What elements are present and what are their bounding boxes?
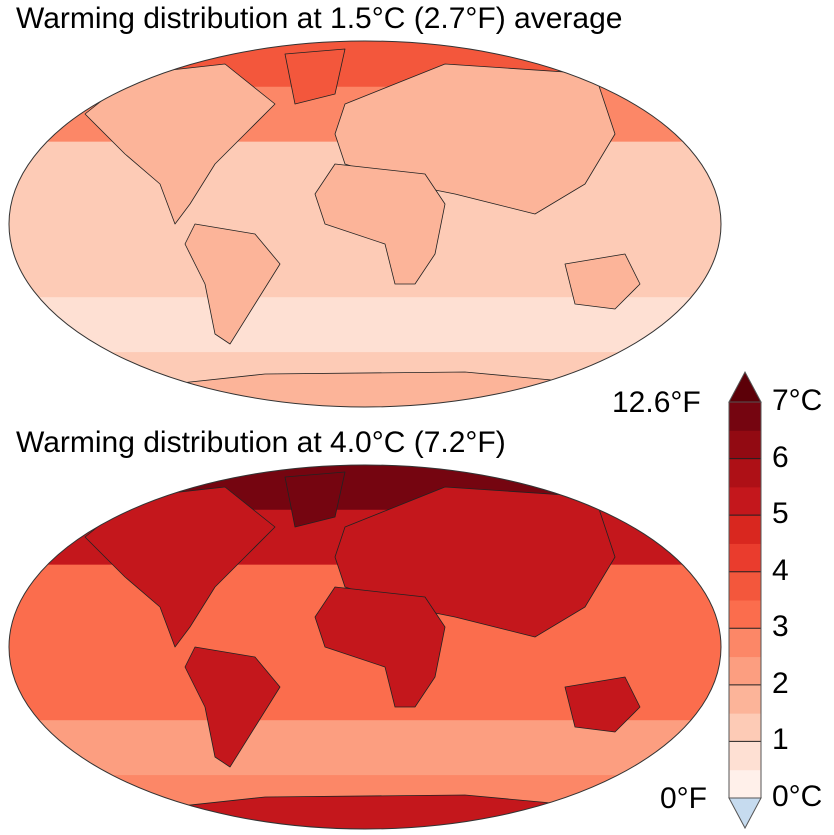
continent-africa <box>314 586 446 708</box>
colorbar-tick-label: 5 <box>772 497 789 531</box>
colorbar-tick-label: 2 <box>772 666 789 700</box>
colorbar-bin <box>729 486 761 516</box>
colorbar-bin <box>729 628 761 658</box>
map-title-4-0c: Warming distribution at 4.0°C (7.2°F) <box>16 426 506 459</box>
continent-north-america <box>84 63 276 225</box>
colorbar-tick-label: 7°C <box>772 384 823 417</box>
colorbar-tick-label: 0°C <box>772 780 823 813</box>
colorbar-bin <box>729 713 761 742</box>
colorbar-bin <box>729 656 761 686</box>
colorbar-bin <box>729 543 761 573</box>
colorbar-tick-label: 1 <box>772 723 789 757</box>
colorbar-bin <box>729 684 761 714</box>
colorbar-bin <box>729 430 761 460</box>
latitude-band <box>9 41 721 88</box>
continent-greenland <box>284 48 346 105</box>
continent-australia <box>564 676 641 733</box>
continent-africa <box>314 163 446 285</box>
colorbar-over-arrow <box>728 370 762 403</box>
colorbar-bin <box>729 458 761 488</box>
colorbar-bin <box>729 571 761 601</box>
colorbar-under-arrow <box>728 797 762 830</box>
continent-greenland <box>284 471 346 528</box>
colorbar-bin <box>729 769 761 799</box>
colorbar-bin <box>729 515 761 544</box>
continent-south-america <box>184 646 281 768</box>
colorbar-tick-label: 4 <box>772 553 789 587</box>
continent-north-america <box>84 486 276 648</box>
map-4-0c <box>9 465 721 829</box>
colorbar-bin <box>729 600 761 629</box>
map-title-1-5c: Warming distribution at 1.5°C (2.7°F) av… <box>16 2 623 35</box>
colorbar-tick-label: 3 <box>772 610 789 644</box>
colorbar-bin <box>729 741 761 771</box>
colorbar-max-f: 12.6°F <box>612 386 701 419</box>
map-1-outline <box>8 40 722 408</box>
continent-south-america <box>184 223 281 345</box>
map-2-outline <box>8 464 722 830</box>
latitude-band <box>9 465 721 511</box>
colorbar-min-f: 0°F <box>660 782 708 815</box>
colorbar-bin <box>729 402 761 431</box>
continent-australia <box>564 253 641 310</box>
colorbar <box>728 370 762 830</box>
map-1-5c <box>9 41 721 407</box>
colorbar-tick-label: 6 <box>772 440 789 474</box>
